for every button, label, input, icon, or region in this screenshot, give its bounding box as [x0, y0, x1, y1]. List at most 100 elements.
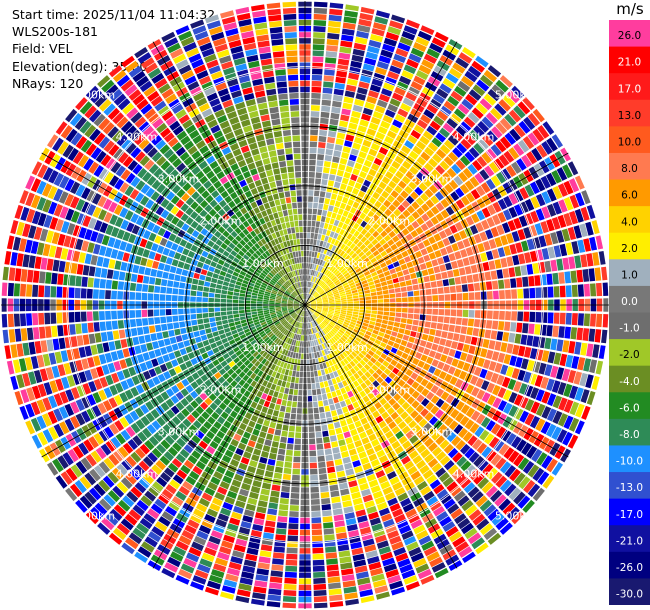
velocity-gate-cell	[435, 329, 442, 337]
velocity-gate-cell	[416, 119, 428, 130]
velocity-gate-cell	[275, 534, 286, 541]
velocity-gate-cell	[564, 271, 571, 284]
velocity-gate-cell	[541, 391, 551, 404]
velocity-gate-cell	[347, 306, 353, 309]
velocity-gate-cell	[178, 315, 185, 322]
velocity-gate-cell	[345, 437, 353, 445]
velocity-gate-cell	[277, 516, 288, 523]
velocity-gate-cell	[398, 213, 406, 222]
velocity-gate-cell	[331, 288, 338, 292]
velocity-gate-cell	[486, 382, 496, 393]
velocity-gate-cell	[99, 321, 106, 331]
velocity-gate-cell	[196, 313, 203, 319]
velocity-gate-cell	[526, 264, 534, 275]
velocity-gate-cell	[465, 192, 476, 203]
velocity-gate-cell	[474, 291, 481, 300]
velocity-gate-cell	[324, 155, 332, 162]
velocity-gate-cell	[567, 226, 577, 240]
velocity-gate-cell	[346, 296, 353, 300]
velocity-gate-cell	[377, 126, 388, 135]
velocity-gate-cell	[323, 380, 329, 388]
velocity-gate-cell	[157, 339, 165, 348]
velocity-gate-cell	[431, 343, 439, 351]
velocity-gate-cell	[332, 94, 343, 102]
velocity-gate-cell	[406, 205, 416, 214]
velocity-gate-cell	[382, 266, 389, 273]
velocity-gate-cell	[337, 274, 343, 279]
velocity-gate-cell	[45, 272, 52, 284]
velocity-gate-cell	[365, 343, 372, 350]
velocity-gate-cell	[250, 301, 257, 304]
velocity-gate-cell	[420, 408, 429, 418]
velocity-gate-cell	[342, 102, 353, 110]
velocity-gate-cell	[383, 307, 390, 312]
velocity-gate-cell	[468, 89, 482, 101]
velocity-gate-cell	[535, 193, 546, 207]
velocity-gate-cell	[316, 443, 324, 450]
velocity-gate-cell	[179, 348, 187, 356]
velocity-gate-cell	[345, 398, 352, 406]
velocity-gate-cell	[174, 274, 181, 282]
velocity-gate-cell	[309, 296, 314, 301]
velocity-gate-cell	[438, 294, 445, 301]
velocity-gate-cell	[532, 128, 545, 143]
velocity-gate-cell	[51, 325, 58, 338]
velocity-gate-cell	[327, 472, 337, 480]
velocity-gate-cell	[417, 30, 432, 42]
velocity-gate-cell	[212, 273, 219, 279]
velocity-gate-cell	[152, 260, 160, 269]
velocity-gate-cell	[379, 364, 387, 372]
velocity-gate-cell	[372, 214, 380, 222]
velocity-gate-cell	[135, 318, 143, 327]
velocity-gate-cell	[132, 264, 140, 274]
velocity-gate-cell	[153, 293, 160, 301]
velocity-gate-cell	[448, 278, 455, 286]
velocity-gate-cell	[311, 377, 315, 384]
velocity-gate-cell	[497, 247, 506, 258]
velocity-gate-cell	[372, 353, 380, 360]
velocity-gate-cell	[398, 276, 405, 282]
velocity-gate-cell	[517, 288, 524, 299]
velocity-gate-cell	[118, 271, 126, 281]
velocity-gate-cell	[391, 160, 401, 170]
velocity-gate-cell	[208, 312, 215, 318]
velocity-gate-cell	[305, 287, 307, 293]
velocity-gate-cell	[523, 371, 532, 383]
velocity-gate-cell	[361, 325, 368, 331]
velocity-gate-cell	[311, 290, 315, 295]
velocity-gate-cell	[368, 148, 378, 157]
velocity-gate-cell	[430, 206, 440, 215]
velocity-gate-cell	[475, 102, 488, 115]
velocity-gate-cell	[532, 336, 540, 348]
velocity-gate-cell	[339, 46, 352, 54]
velocity-gate-cell	[311, 226, 315, 233]
velocity-gate-cell	[388, 372, 396, 380]
velocity-gate-cell	[415, 250, 423, 258]
velocity-gate-cell	[402, 383, 411, 392]
velocity-gate-cell	[306, 347, 309, 353]
velocity-gate-cell	[354, 182, 362, 190]
velocity-gate-cell	[471, 213, 480, 224]
velocity-gate-cell	[357, 125, 367, 133]
velocity-gate-cell	[359, 243, 367, 251]
velocity-gate-cell	[488, 239, 497, 249]
velocity-gate-cell	[366, 128, 377, 137]
velocity-gate-cell	[527, 483, 541, 498]
velocity-gate-cell	[357, 190, 366, 198]
velocity-gate-cell	[308, 341, 311, 347]
velocity-gate-cell	[416, 171, 426, 181]
velocity-gate-cell	[425, 219, 434, 229]
velocity-gate-cell	[487, 88, 501, 102]
velocity-gate-cell	[340, 278, 346, 283]
velocity-gate-cell	[321, 283, 327, 289]
velocity-gate-cell	[365, 51, 378, 60]
velocity-gate-cell	[408, 267, 415, 274]
velocity-gate-cell	[547, 286, 554, 298]
velocity-gate-cell	[319, 129, 328, 137]
velocity-gate-cell	[74, 287, 81, 299]
velocity-gate-cell	[353, 309, 359, 312]
velocity-gate-cell	[366, 327, 374, 333]
velocity-gate-cell	[454, 221, 464, 232]
velocity-gate-cell	[376, 99, 388, 109]
velocity-gate-cell	[290, 413, 296, 420]
